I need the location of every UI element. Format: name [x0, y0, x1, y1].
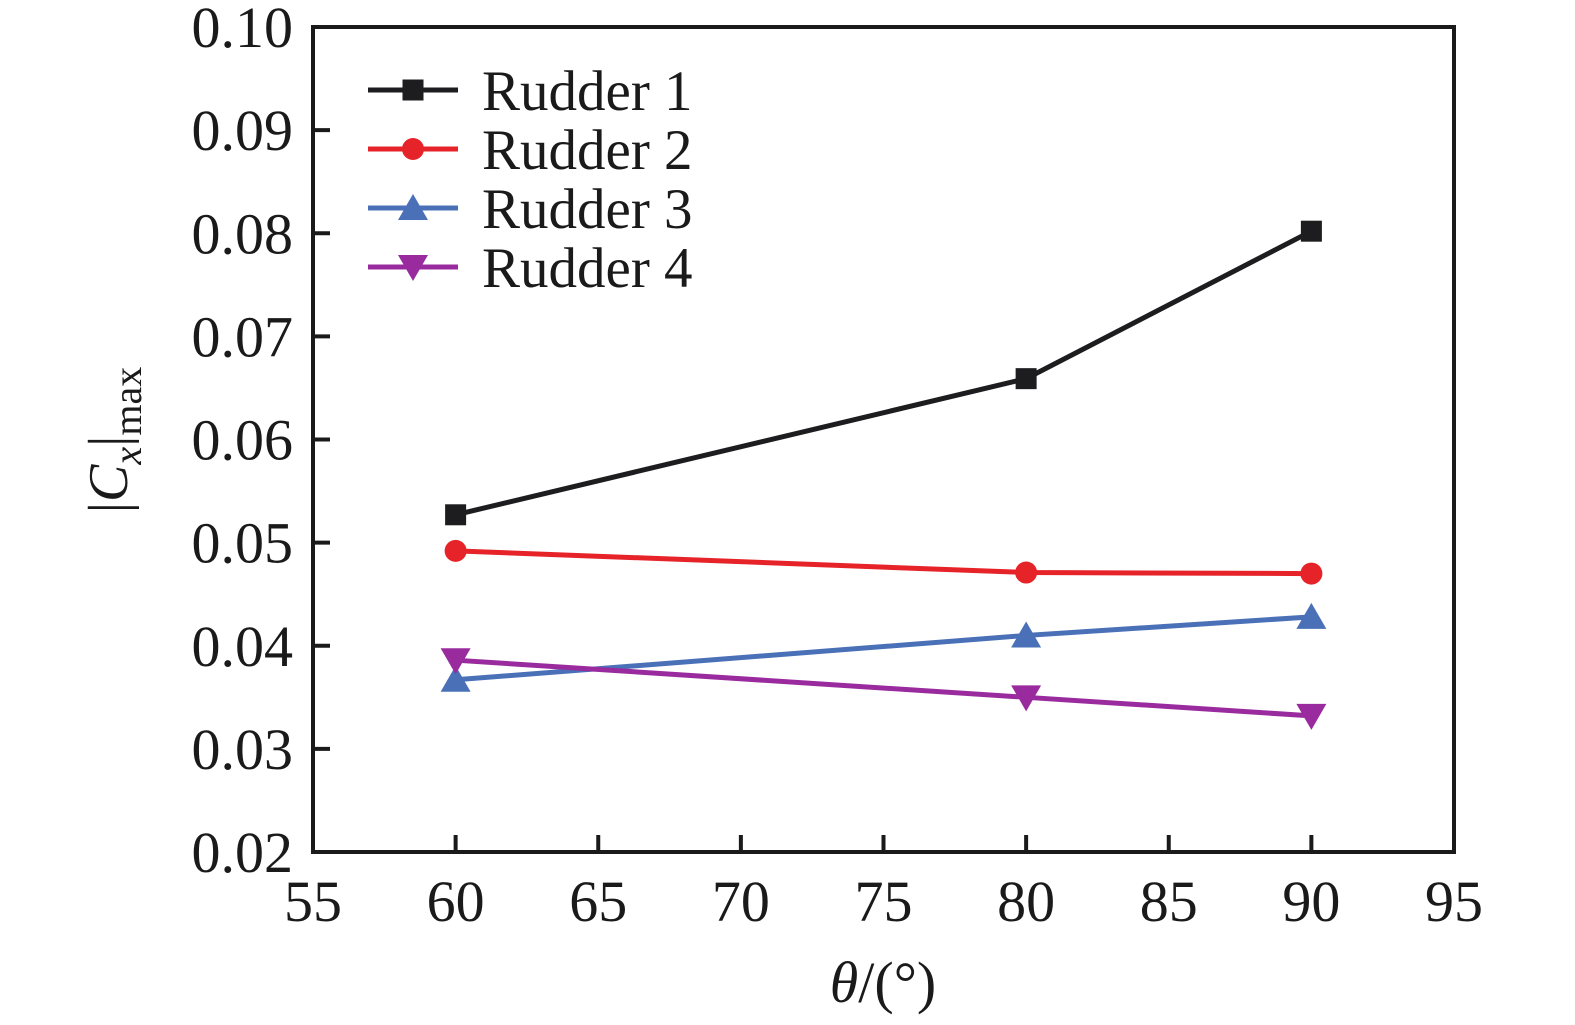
legend-label-rudder-3: Rudder 3	[482, 178, 693, 241]
y-tick-label: 0.10	[192, 0, 294, 60]
series-line-rudder-4	[455, 657, 1312, 719]
series-line-rudder-2	[455, 548, 1312, 577]
y-tick-label: 0.04	[192, 614, 294, 679]
x-tick-label: 70	[712, 869, 770, 934]
y-tick-label: 0.06	[192, 408, 294, 473]
legend-item-rudder-2: Rudder 2	[368, 119, 693, 182]
y-axis-title: |Cx|max	[78, 367, 150, 513]
legend-item-rudder-1: Rudder 1	[368, 60, 693, 123]
y-tick-label: 0.07	[192, 304, 294, 369]
marker-rudder-2	[444, 539, 467, 562]
marker-rudder-2	[1300, 562, 1323, 585]
x-tick-label: 75	[855, 869, 913, 934]
y-tick-label: 0.09	[192, 98, 294, 163]
legend-marker-rudder-1	[402, 79, 424, 101]
marker-rudder-3	[440, 665, 471, 692]
legend-label-rudder-4: Rudder 4	[482, 237, 693, 300]
marker-rudder-3	[1296, 602, 1327, 629]
x-tick-label: 55	[284, 869, 342, 934]
x-tick-label: 80	[997, 869, 1055, 934]
x-tick-label: 60	[427, 869, 485, 934]
x-tick-label: 95	[1425, 869, 1483, 934]
legend-marker-rudder-3	[398, 194, 428, 220]
legend-label-rudder-1: Rudder 1	[482, 60, 693, 123]
legend-item-rudder-3: Rudder 3	[368, 178, 693, 241]
y-tick-label: 0.02	[192, 820, 294, 885]
marker-rudder-2	[1015, 561, 1038, 584]
legend-item-rudder-4: Rudder 4	[368, 237, 693, 300]
marker-rudder-4	[440, 648, 471, 675]
marker-rudder-3	[1011, 621, 1042, 648]
marker-rudder-4	[1011, 685, 1042, 712]
y-tick-label: 0.08	[192, 201, 294, 266]
x-tick-label: 85	[1140, 869, 1198, 934]
marker-rudder-4	[1296, 703, 1327, 730]
marker-rudder-1	[445, 504, 467, 526]
x-tick-label: 90	[1282, 869, 1340, 934]
y-tick-label: 0.03	[192, 717, 294, 782]
marker-rudder-1	[1015, 368, 1037, 390]
legend-marker-rudder-2	[402, 138, 424, 160]
y-tick-label: 0.05	[192, 511, 294, 576]
x-tick-label: 65	[569, 869, 627, 934]
marker-rudder-1	[1300, 220, 1322, 242]
x-axis-title: θ/(°)	[830, 950, 936, 1015]
legend-marker-rudder-4	[398, 255, 428, 281]
legend-label-rudder-2: Rudder 2	[482, 119, 693, 182]
